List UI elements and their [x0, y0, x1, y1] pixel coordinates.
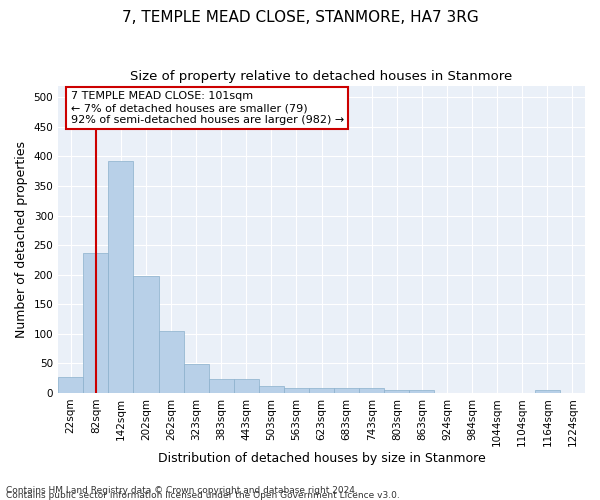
- Bar: [259, 386, 284, 393]
- Bar: [133, 276, 158, 393]
- Title: Size of property relative to detached houses in Stanmore: Size of property relative to detached ho…: [130, 70, 513, 83]
- Y-axis label: Number of detached properties: Number of detached properties: [15, 140, 28, 338]
- Text: 7, TEMPLE MEAD CLOSE, STANMORE, HA7 3RG: 7, TEMPLE MEAD CLOSE, STANMORE, HA7 3RG: [122, 10, 478, 25]
- X-axis label: Distribution of detached houses by size in Stanmore: Distribution of detached houses by size …: [158, 452, 485, 465]
- Bar: [535, 390, 560, 393]
- Bar: [158, 332, 184, 393]
- Bar: [83, 254, 109, 393]
- Text: Contains HM Land Registry data © Crown copyright and database right 2024.: Contains HM Land Registry data © Crown c…: [6, 486, 358, 495]
- Bar: [359, 388, 385, 393]
- Bar: [309, 388, 334, 393]
- Bar: [234, 378, 259, 393]
- Bar: [209, 378, 234, 393]
- Bar: [385, 390, 409, 393]
- Text: 7 TEMPLE MEAD CLOSE: 101sqm
← 7% of detached houses are smaller (79)
92% of semi: 7 TEMPLE MEAD CLOSE: 101sqm ← 7% of deta…: [71, 92, 344, 124]
- Bar: [109, 160, 133, 393]
- Text: Contains public sector information licensed under the Open Government Licence v3: Contains public sector information licen…: [6, 491, 400, 500]
- Bar: [184, 364, 209, 393]
- Bar: [334, 388, 359, 393]
- Bar: [58, 377, 83, 393]
- Bar: [409, 390, 434, 393]
- Bar: [284, 388, 309, 393]
